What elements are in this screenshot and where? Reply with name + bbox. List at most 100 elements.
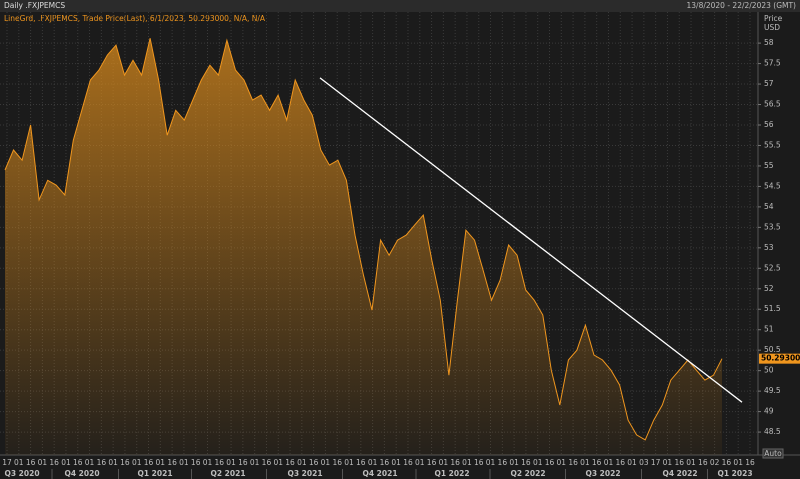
x-tick-label: 16 <box>568 458 578 467</box>
axis-unit: USD <box>764 23 780 32</box>
x-tick-label: 02 <box>710 458 720 467</box>
x-tick-label: 16 <box>167 458 177 467</box>
x-tick-label: 01 <box>85 458 95 467</box>
x-tick-label: 01 <box>663 458 673 467</box>
quarter-label: Q1 2022 <box>434 469 469 478</box>
y-tick-label: 53 <box>764 243 774 252</box>
x-tick-label: 16 <box>26 458 36 467</box>
quarter-label: Q2 2021 <box>210 469 245 478</box>
x-tick-label: 16 <box>380 458 390 467</box>
x-tick-label: 16 <box>427 458 437 467</box>
y-tick-label: 52.5 <box>764 263 781 272</box>
x-tick-label: 01 <box>627 458 637 467</box>
x-tick-label: 01 <box>509 458 519 467</box>
x-tick-label: 01 <box>486 458 496 467</box>
x-tick-label: 16 <box>674 458 684 467</box>
y-tick-label: 54 <box>764 202 774 211</box>
x-tick-label: 16 <box>285 458 295 467</box>
x-tick-label: 16 <box>592 458 602 467</box>
y-tick-label: 56 <box>764 120 774 129</box>
x-tick-label: 01 <box>61 458 71 467</box>
x-tick-label: 01 <box>179 458 189 467</box>
x-tick-label: 16 <box>521 458 531 467</box>
y-tick-label: 57.5 <box>764 59 781 68</box>
x-tick-label: 01 <box>604 458 614 467</box>
y-tick-label: 49 <box>764 407 774 416</box>
last-price-box <box>759 353 800 364</box>
x-tick-label: 16 <box>356 458 366 467</box>
x-tick-label: 16 <box>332 458 342 467</box>
y-tick-label: 57 <box>764 79 774 88</box>
x-tick-label: 01 <box>132 458 142 467</box>
quarter-label: Q2 2022 <box>510 469 545 478</box>
x-tick-label: 01 <box>533 458 543 467</box>
x-tick-label: 16 <box>144 458 154 467</box>
title-bar <box>0 0 800 12</box>
x-tick-label: 16 <box>120 458 130 467</box>
x-tick-label: 01 <box>344 458 354 467</box>
x-tick-label: 16 <box>403 458 413 467</box>
y-tick-label: 55.5 <box>764 140 781 149</box>
x-tick-label: 16 <box>309 458 319 467</box>
quarter-label: Q1 2021 <box>137 469 172 478</box>
quarter-label: Q3 2022 <box>585 469 620 478</box>
x-tick-label: 16 <box>97 458 107 467</box>
header-right: 13/8/2020 - 22/2/2023 (GMT) <box>687 1 797 10</box>
y-tick-label: 54.5 <box>764 181 781 190</box>
x-tick-label: 16 <box>722 458 732 467</box>
price-line <box>4 38 723 441</box>
x-tick-label: 01 <box>273 458 283 467</box>
y-tick-label: 48.5 <box>764 427 781 436</box>
axis-title: Price <box>764 14 783 23</box>
quarter-label: Q3 2021 <box>287 469 322 478</box>
x-tick-label: 16 <box>450 458 460 467</box>
header-left: Daily .FXJPEMCS <box>4 1 65 10</box>
y-tick-label: 50.5 <box>764 345 781 354</box>
quarter-label: Q4 2020 <box>64 469 99 478</box>
x-tick-label: 01 <box>14 458 24 467</box>
y-tick-label: 51 <box>764 325 774 334</box>
x-tick-label: 01 <box>439 458 449 467</box>
y-tick-label: 52 <box>764 284 774 293</box>
y-tick-label: 49.5 <box>764 386 781 395</box>
x-tick-label: 01 <box>686 458 696 467</box>
x-tick-label: 01 <box>733 458 743 467</box>
x-tick-label: 01 <box>580 458 590 467</box>
x-tick-label: 01 <box>38 458 48 467</box>
x-tick-label: 16 <box>545 458 555 467</box>
y-tick-label: 55 <box>764 161 774 170</box>
x-tick-label: 01 <box>297 458 307 467</box>
y-tick-label: 58 <box>764 38 774 47</box>
area-fill <box>5 38 722 455</box>
x-tick-label: 16 <box>73 458 83 467</box>
x-tick-label: 01 <box>415 458 425 467</box>
x-tick-label: 01 <box>557 458 567 467</box>
last-price-label: 50.293000 <box>761 354 800 363</box>
x-tick-label: 16 <box>698 458 708 467</box>
x-tick-label: 03 <box>639 458 649 467</box>
auto-label[interactable]: Auto <box>764 449 782 458</box>
x-tick-label: 01 <box>250 458 260 467</box>
auto-button[interactable] <box>762 448 784 459</box>
x-tick-label: 01 <box>156 458 166 467</box>
x-tick-label: 16 <box>215 458 225 467</box>
quarter-label: Q1 2023 <box>717 469 752 478</box>
x-tick-label: 01 <box>321 458 331 467</box>
y-tick-label: 53.5 <box>764 222 781 231</box>
x-tick-label: 01 <box>391 458 401 467</box>
quarter-label: Q3 2020 <box>4 469 39 478</box>
x-tick-label: 16 <box>262 458 272 467</box>
x-tick-label: 17 <box>2 458 12 467</box>
x-tick-label: 16 <box>49 458 59 467</box>
y-tick-label: 56.5 <box>764 100 781 109</box>
x-tick-label: 16 <box>238 458 248 467</box>
y-tick-label: 51.5 <box>764 304 781 313</box>
x-tick-label: 16 <box>474 458 484 467</box>
x-tick-label: 17 <box>651 458 661 467</box>
x-tick-label: 01 <box>368 458 378 467</box>
x-tick-label: 16 <box>745 458 755 467</box>
quarter-label: Q4 2022 <box>662 469 697 478</box>
x-tick-label: 01 <box>462 458 472 467</box>
legend: LineGrd, .FXJPEMCS, Trade Price(Last), 6… <box>4 14 266 23</box>
x-tick-label: 01 <box>226 458 236 467</box>
